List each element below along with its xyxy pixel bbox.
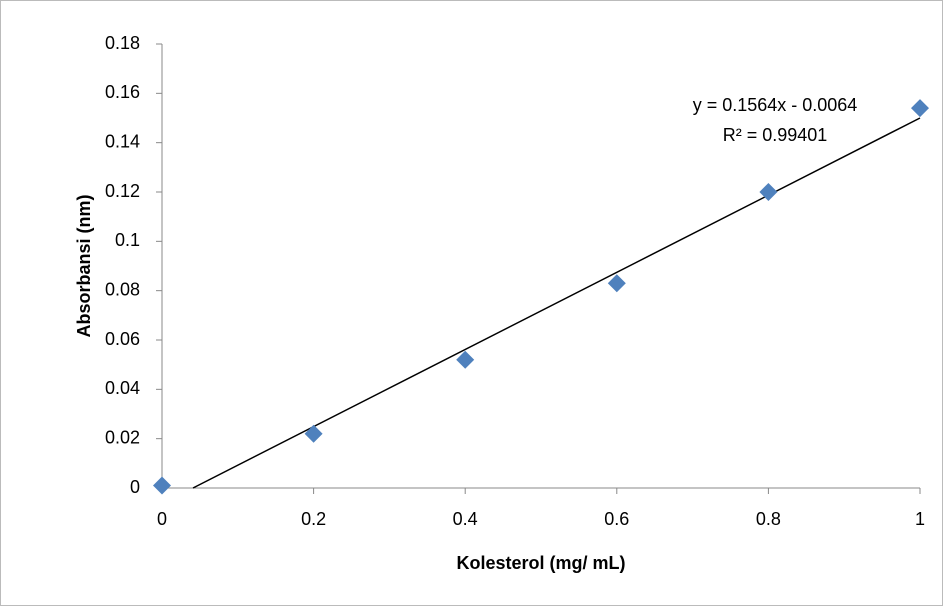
y-tick-label: 0.02	[105, 427, 140, 447]
y-tick-label: 0.06	[105, 329, 140, 349]
x-tick-label: 1	[915, 509, 925, 529]
y-tick-label: 0.12	[105, 181, 140, 201]
y-tick-label: 0.14	[105, 131, 140, 151]
trendline-r2: R² = 0.99401	[723, 125, 828, 145]
x-axis-title: Kolesterol (mg/ mL)	[456, 553, 625, 573]
y-tick-label: 0.08	[105, 279, 140, 299]
chart: Absorbansi (nm) Kolesterol (mg/ mL) y = …	[0, 0, 944, 607]
y-tick-label: 0.18	[105, 33, 140, 53]
y-tick-label: 0.16	[105, 82, 140, 102]
y-tick-label: 0	[130, 477, 140, 497]
x-tick-label: 0	[157, 509, 167, 529]
x-tick-label: 0.8	[756, 509, 781, 529]
trendline-equation: y = 0.1564x - 0.0064	[693, 95, 858, 115]
y-tick-label: 0.1	[115, 230, 140, 250]
y-axis-title: Absorbansi (nm)	[74, 194, 94, 337]
y-tick-label: 0.04	[105, 378, 140, 398]
x-tick-label: 0.4	[453, 509, 478, 529]
x-tick-label: 0.2	[301, 509, 326, 529]
x-tick-label: 0.6	[604, 509, 629, 529]
